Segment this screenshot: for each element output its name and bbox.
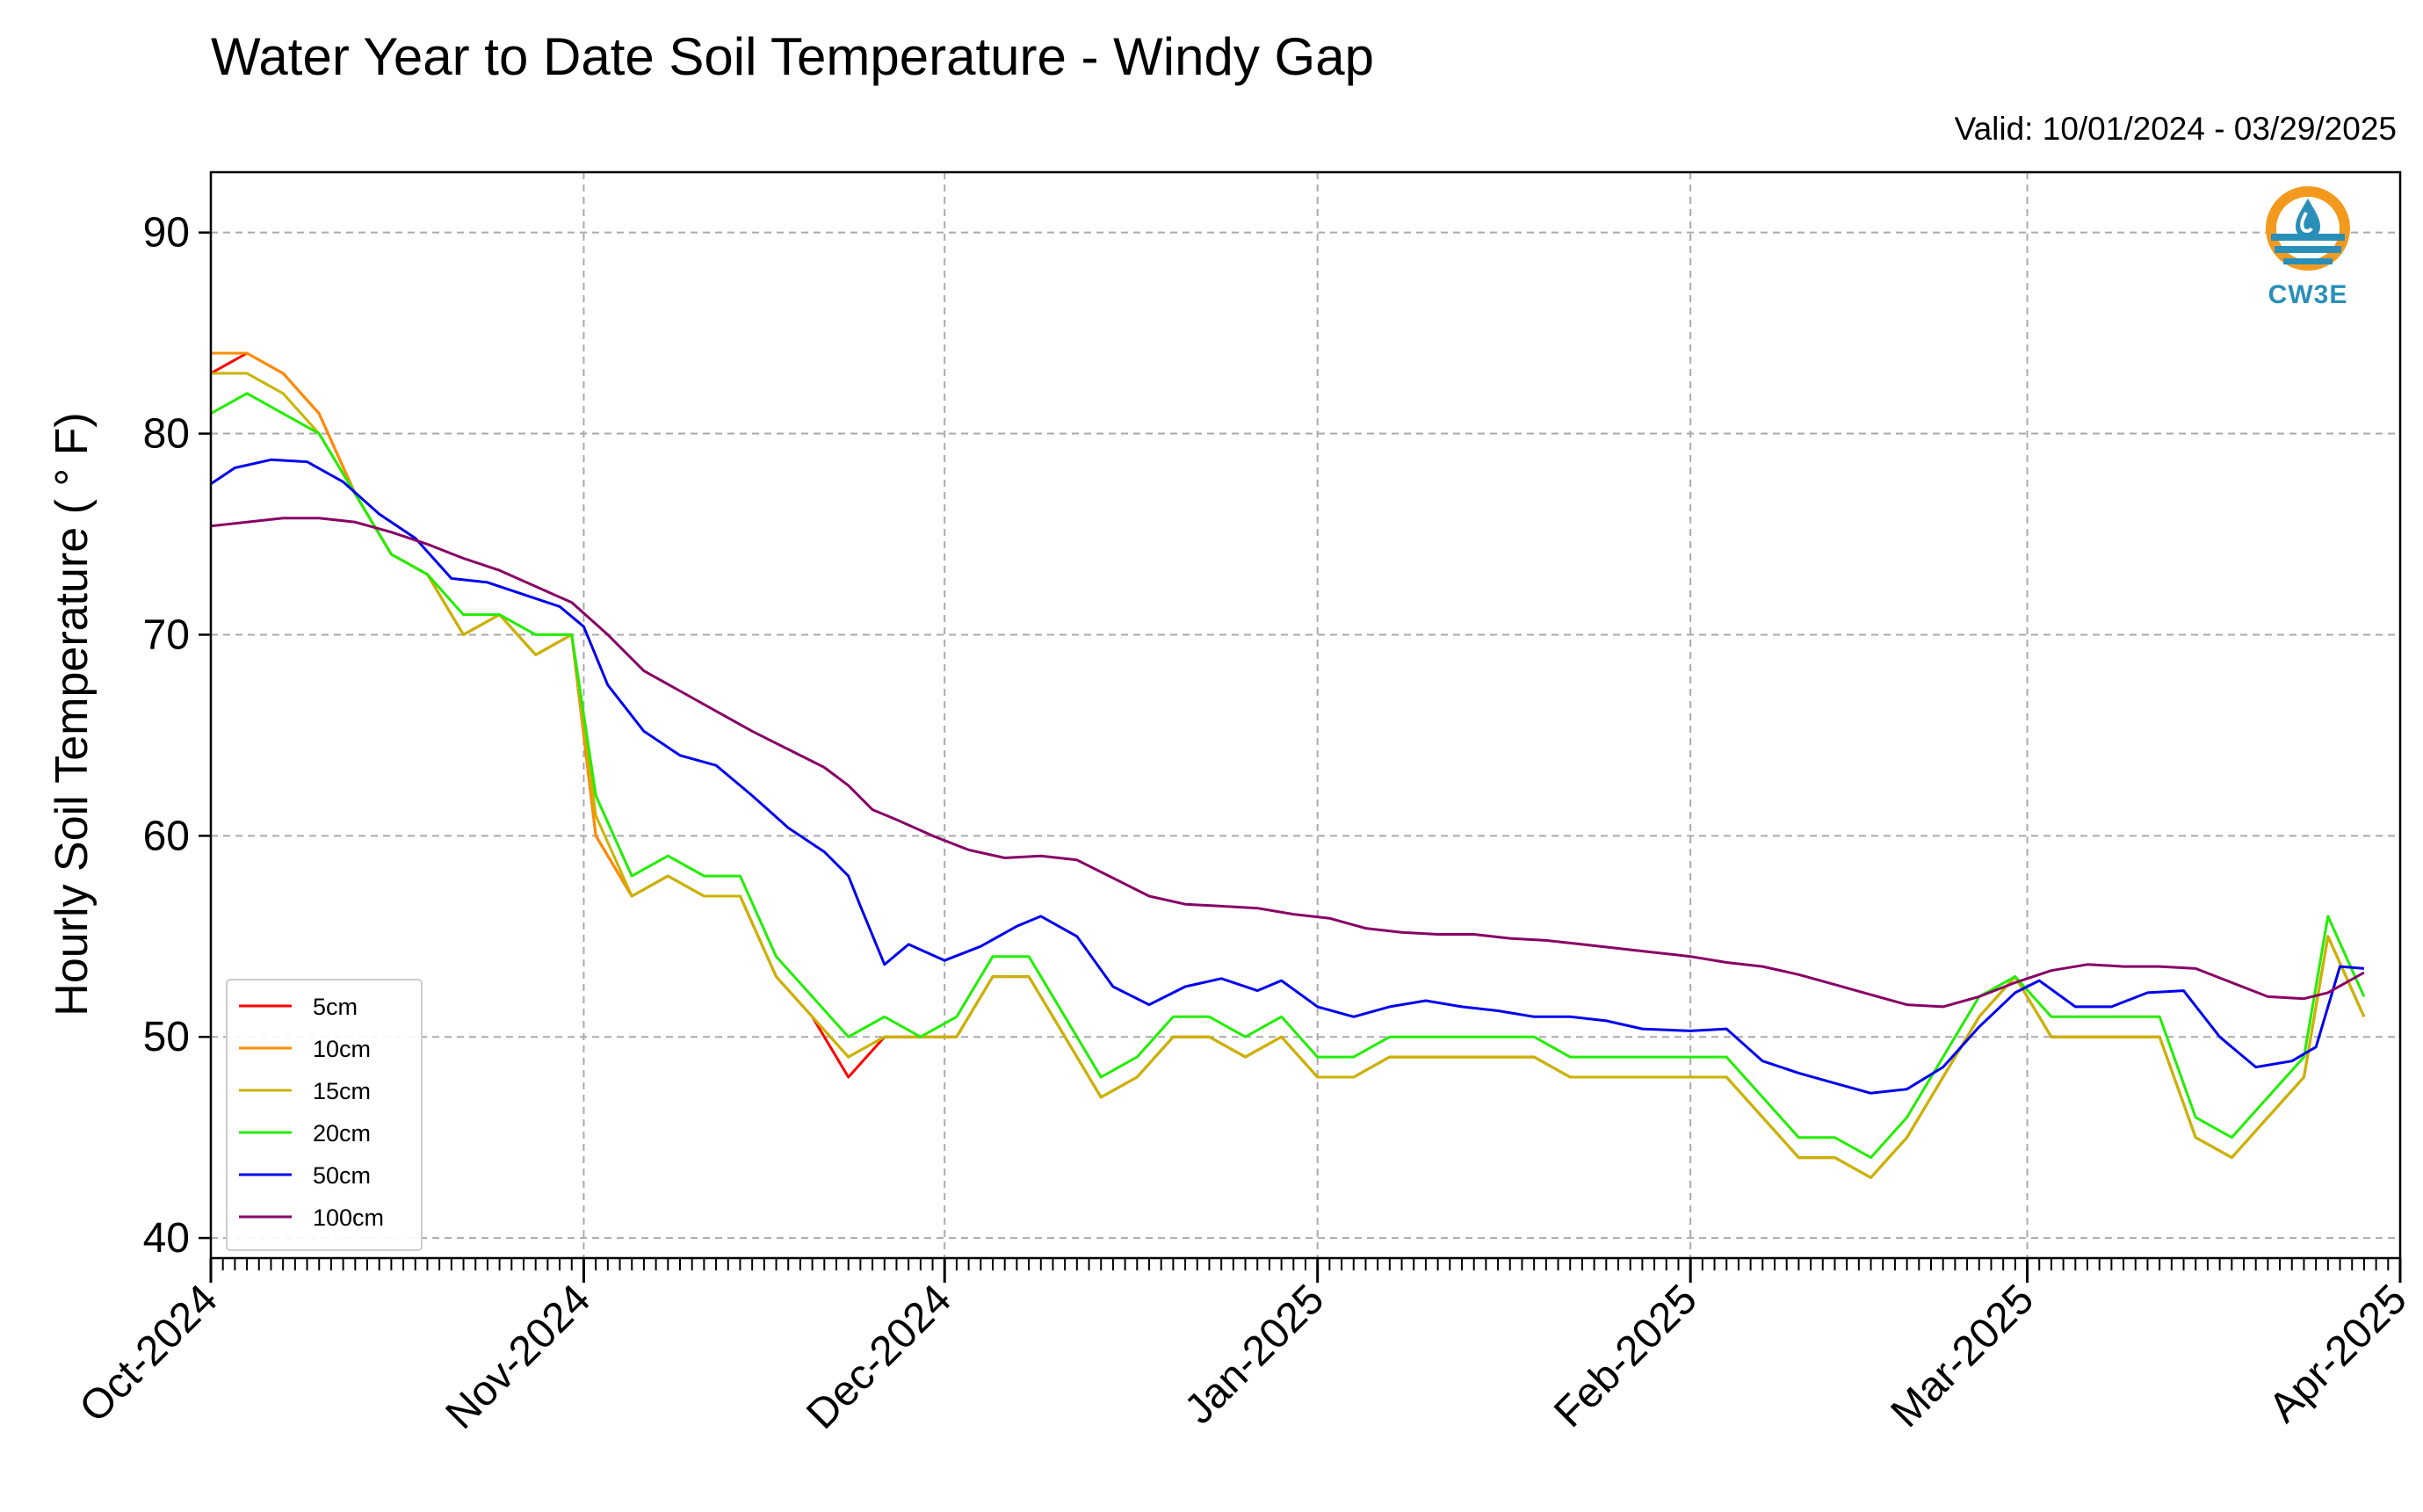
series-line-15cm [211, 372, 2366, 1179]
cw3e-logo: CW3E [2255, 183, 2361, 310]
logo-text: CW3E [2267, 280, 2348, 309]
axes: 40 50 60 70 80 90 Oct-2024 Nov-2024 Dec-2024 Jan-… [71, 210, 2416, 1438]
grid-lines [211, 172, 2400, 1258]
series-line-100cm [210, 517, 2365, 1009]
legend-label: 20cm [313, 1120, 371, 1147]
legend-label: 15cm [313, 1078, 371, 1104]
water-drop-logo-icon [2266, 186, 2350, 271]
x-tick-label: Apr-2025 [2260, 1276, 2416, 1431]
series-line-5cm [210, 351, 2366, 1179]
x-tick-label: Jan-2025 [1175, 1276, 1333, 1433]
series-line-20cm [210, 392, 2366, 1160]
series-line-50cm [210, 458, 2365, 1095]
series-line-10cm [211, 351, 2366, 1179]
legend-label: 5cm [313, 994, 358, 1020]
plot-frame [209, 170, 2402, 1260]
y-tick-label: 50 [143, 1014, 190, 1060]
legend: 5cm 10cm 15cm 20cm 50cm 100cm [226, 979, 423, 1251]
y-tick-label: 90 [143, 210, 190, 257]
y-tick-label: 70 [143, 611, 190, 658]
x-tick-label: Nov-2024 [438, 1276, 600, 1438]
y-tick-label: 40 [143, 1215, 190, 1262]
chart-title: Water Year to Date Soil Temperature - Wi… [211, 27, 1374, 86]
x-tick-label: Feb-2025 [1545, 1276, 1706, 1436]
valid-date-range: Valid: 10/01/2024 - 03/29/2025 [1954, 111, 2397, 147]
legend-label: 50cm [313, 1162, 371, 1189]
legend-label: 100cm [313, 1205, 384, 1231]
series-lines [210, 351, 2366, 1179]
x-tick-label: Mar-2025 [1883, 1276, 2043, 1436]
y-tick-label: 80 [143, 411, 190, 458]
x-tick-label: Oct-2024 [71, 1276, 227, 1431]
legend-label: 10cm [313, 1036, 371, 1062]
x-tick-label: Dec-2024 [798, 1276, 960, 1438]
y-tick-label: 60 [143, 813, 190, 859]
